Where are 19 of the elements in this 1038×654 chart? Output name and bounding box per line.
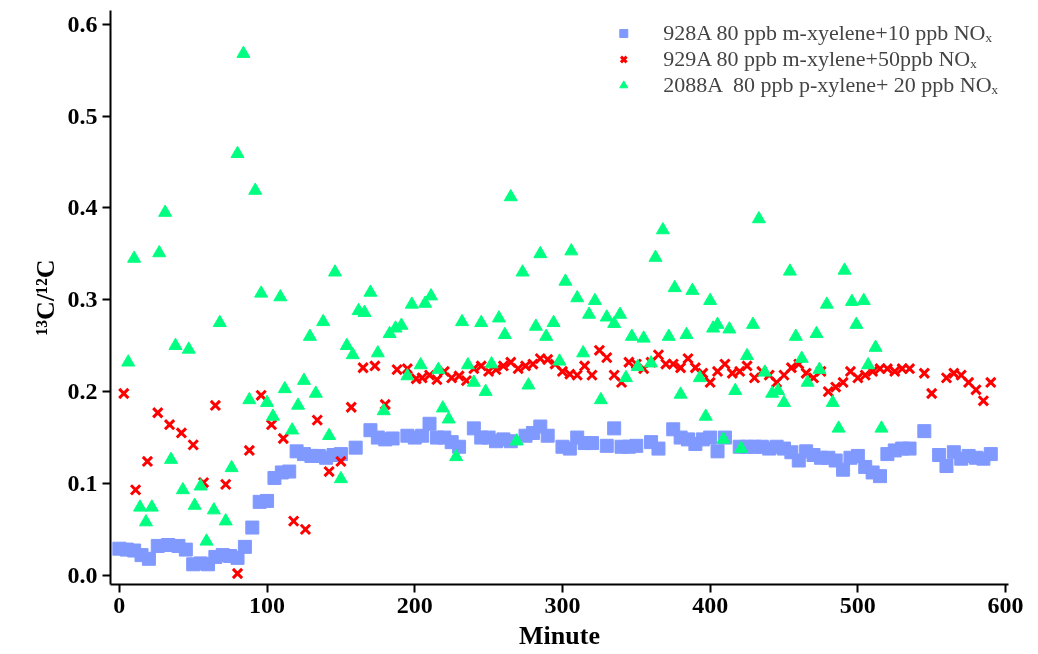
y-tick-label: 0.6 <box>67 10 98 37</box>
y-tick-label: 0.1 <box>67 469 98 496</box>
x-tick-label: 100 <box>249 591 286 618</box>
y-tick-label: 0.2 <box>67 378 98 405</box>
y-tick-label: 0.4 <box>67 194 98 221</box>
x-axis-title: Minute <box>519 620 600 650</box>
legend-label: 928A 80 ppb m-xyelene+10 ppb NOₓ <box>663 20 992 46</box>
x-tick-label: 200 <box>396 591 433 618</box>
x-tick-label: 300 <box>544 591 581 618</box>
legend-label: 929A 80 ppb m-xylene+50ppb NOₓ <box>663 46 977 72</box>
y-tick-label: 0.3 <box>67 286 98 313</box>
x-tick-label: 500 <box>839 591 876 618</box>
x-tick-label: 400 <box>692 591 729 618</box>
legend-label: 2088A 80 ppb p-xylene+ 20 ppb NOₓ <box>663 72 998 98</box>
x-tick-label: 600 <box>987 591 1024 618</box>
y-axis-title: ¹³C/¹²C <box>30 259 60 336</box>
y-tick-label: 0.0 <box>67 561 98 588</box>
x-tick-label: 0 <box>113 591 126 618</box>
y-tick-label: 0.5 <box>67 102 98 129</box>
